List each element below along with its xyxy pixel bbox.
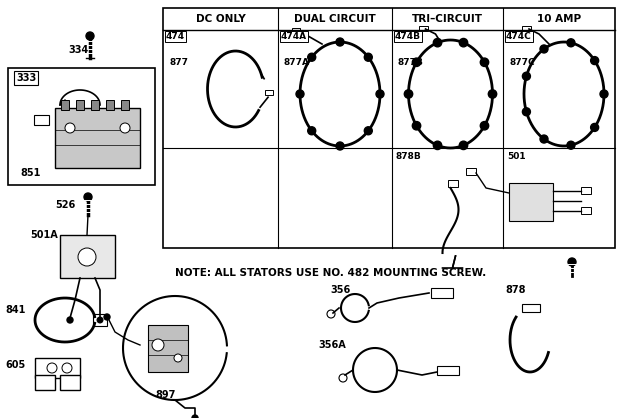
Circle shape (339, 374, 347, 382)
Text: 877B: 877B (398, 58, 424, 67)
Text: DUAL CIRCUIT: DUAL CIRCUIT (294, 14, 376, 24)
Text: 841: 841 (5, 305, 25, 315)
Text: eReplacementParts.com: eReplacementParts.com (264, 204, 416, 217)
Bar (292, 28, 300, 33)
Circle shape (540, 45, 548, 53)
Circle shape (523, 72, 531, 80)
Circle shape (404, 90, 413, 98)
Circle shape (459, 38, 467, 47)
Circle shape (433, 141, 441, 150)
Circle shape (376, 90, 384, 98)
Bar (163, 8, 615, 248)
Text: 474A: 474A (281, 32, 307, 41)
Bar (91, 100, 99, 110)
Text: 474: 474 (166, 32, 185, 41)
Circle shape (104, 314, 110, 320)
Bar (35, 375, 55, 390)
Circle shape (459, 141, 467, 150)
Bar (581, 187, 591, 194)
Circle shape (567, 39, 575, 47)
Circle shape (568, 258, 576, 266)
Text: DC ONLY: DC ONLY (196, 14, 246, 24)
Bar (93, 314, 107, 326)
Text: 356A: 356A (318, 340, 346, 350)
Circle shape (365, 127, 372, 135)
Text: 877C: 877C (509, 58, 534, 67)
Text: 851: 851 (20, 168, 40, 178)
Circle shape (65, 123, 75, 133)
Bar (509, 183, 553, 221)
Text: 878: 878 (505, 285, 526, 295)
Text: 334: 334 (68, 45, 88, 55)
Circle shape (97, 317, 103, 323)
Bar (437, 366, 459, 375)
Circle shape (336, 142, 344, 150)
Bar (121, 100, 129, 110)
Text: 501A: 501A (30, 230, 58, 240)
Circle shape (480, 122, 489, 130)
Circle shape (296, 90, 304, 98)
Circle shape (47, 363, 57, 373)
Circle shape (120, 123, 130, 133)
Circle shape (412, 58, 421, 66)
Circle shape (591, 56, 599, 64)
Bar (106, 100, 114, 110)
Text: 356: 356 (330, 285, 350, 295)
Circle shape (523, 108, 531, 116)
Bar (522, 26, 531, 31)
Circle shape (97, 317, 103, 323)
Text: 474B: 474B (395, 32, 421, 41)
Circle shape (152, 339, 164, 351)
Bar (265, 90, 273, 95)
Bar (148, 325, 188, 372)
Circle shape (433, 38, 441, 47)
Text: 333: 333 (16, 73, 36, 83)
Circle shape (308, 127, 316, 135)
Text: 877: 877 (169, 58, 188, 67)
Text: 10 AMP: 10 AMP (537, 14, 581, 24)
Circle shape (86, 32, 94, 40)
Circle shape (489, 90, 497, 98)
Circle shape (192, 415, 198, 418)
Bar (55, 108, 140, 168)
Circle shape (600, 90, 608, 98)
Circle shape (308, 53, 316, 61)
Circle shape (567, 141, 575, 149)
Bar (35, 358, 80, 378)
Circle shape (174, 354, 182, 362)
Circle shape (67, 317, 73, 323)
Circle shape (480, 58, 489, 66)
Text: 605: 605 (5, 360, 25, 370)
Circle shape (365, 53, 372, 61)
Bar (581, 207, 591, 214)
Bar (418, 26, 428, 31)
Bar (61, 100, 69, 110)
Text: NOTE: ALL STATORS USE NO. 482 MOUNTING SCREW.: NOTE: ALL STATORS USE NO. 482 MOUNTING S… (175, 268, 486, 278)
Bar (466, 168, 476, 175)
Text: TRI–CIRCUIT: TRI–CIRCUIT (412, 14, 483, 24)
Text: 878B: 878B (396, 152, 422, 161)
Circle shape (412, 122, 421, 130)
Circle shape (78, 248, 96, 266)
Bar (60, 235, 115, 278)
Bar (431, 288, 453, 298)
Text: 474C: 474C (506, 32, 532, 41)
Text: 897: 897 (155, 390, 175, 400)
Circle shape (327, 310, 335, 318)
Bar (448, 180, 458, 187)
Circle shape (84, 193, 92, 201)
Circle shape (591, 123, 599, 131)
Circle shape (62, 363, 72, 373)
Bar (522, 304, 540, 312)
Text: 526: 526 (55, 200, 75, 210)
Bar (8, 68, 155, 185)
Bar (76, 100, 84, 110)
Circle shape (540, 135, 548, 143)
Text: 877A: 877A (284, 58, 310, 67)
Bar (60, 375, 80, 390)
Circle shape (336, 38, 344, 46)
Text: 501: 501 (507, 152, 526, 161)
Bar (34, 115, 49, 125)
